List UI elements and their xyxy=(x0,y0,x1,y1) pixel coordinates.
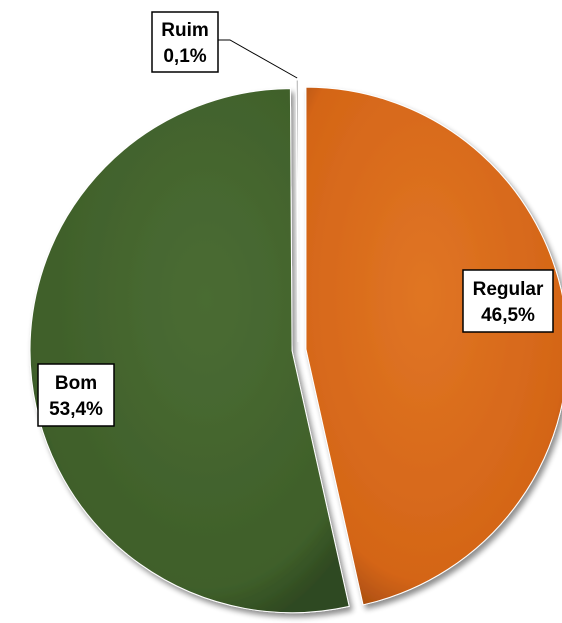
leader-line-ruim xyxy=(218,39,298,79)
percent-value: 0,1% xyxy=(163,46,206,67)
data-label-bom: Bom 53,4% xyxy=(37,363,115,427)
data-label-ruim: Ruim 0,1% xyxy=(151,11,298,79)
pie-slice-bom xyxy=(29,88,350,614)
pie-slices xyxy=(29,79,562,614)
pie-slice-regular xyxy=(305,86,562,606)
data-label-regular: Regular 46,5% xyxy=(462,269,554,333)
category-name: Regular xyxy=(473,279,544,300)
data-label-box xyxy=(462,269,554,333)
category-name: Ruim xyxy=(161,20,209,41)
percent-value: 46,5% xyxy=(481,305,535,326)
category-name: Bom xyxy=(55,373,97,394)
data-label-box xyxy=(37,363,115,427)
data-label-box xyxy=(151,11,219,73)
pie-data-labels: Regular 46,5% Bom 53,4% Ruim 0,1% xyxy=(37,11,554,427)
pie-slice-ruim xyxy=(295,79,299,343)
percent-value: 53,4% xyxy=(49,399,103,420)
